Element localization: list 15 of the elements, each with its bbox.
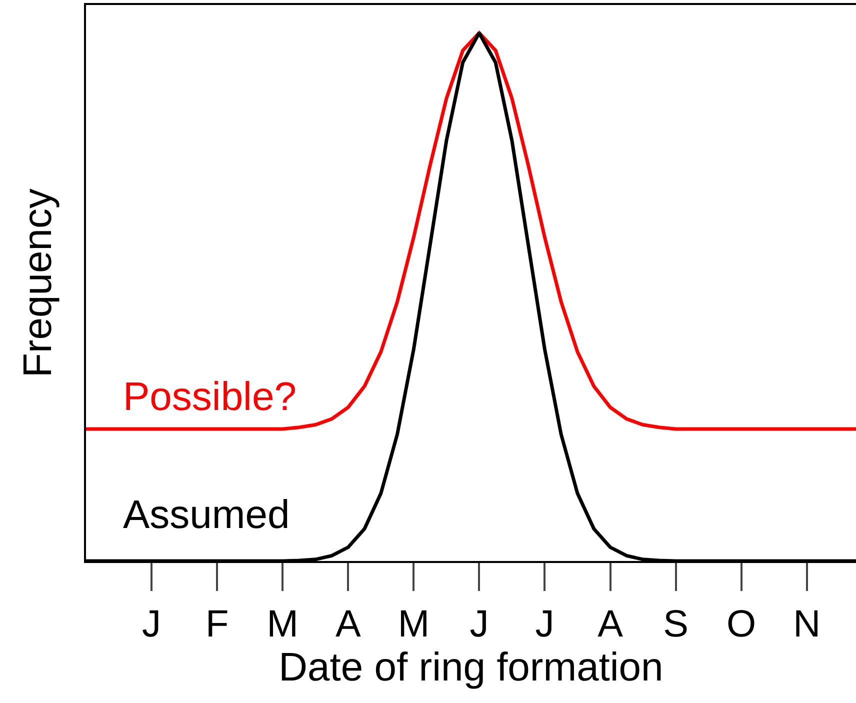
x-tick-label: J (470, 604, 489, 646)
x-tick-label: A (598, 604, 624, 646)
x-tick-label: M (266, 604, 298, 646)
x-axis-title: Date of ring formation (278, 646, 664, 690)
x-tick-label: J (535, 604, 554, 646)
x-tick-label: O (726, 604, 756, 646)
series-label: Assumed (123, 493, 290, 537)
y-axis-title: Frequency (16, 188, 60, 378)
x-tick-label: J (142, 604, 162, 646)
x-tick-label: M (398, 604, 430, 646)
x-tick-label: A (335, 604, 362, 646)
x-tick-label: S (663, 604, 688, 646)
series-label: Possible? (123, 375, 296, 419)
x-tick-label: F (205, 604, 229, 646)
x-tick-label: N (793, 604, 821, 646)
